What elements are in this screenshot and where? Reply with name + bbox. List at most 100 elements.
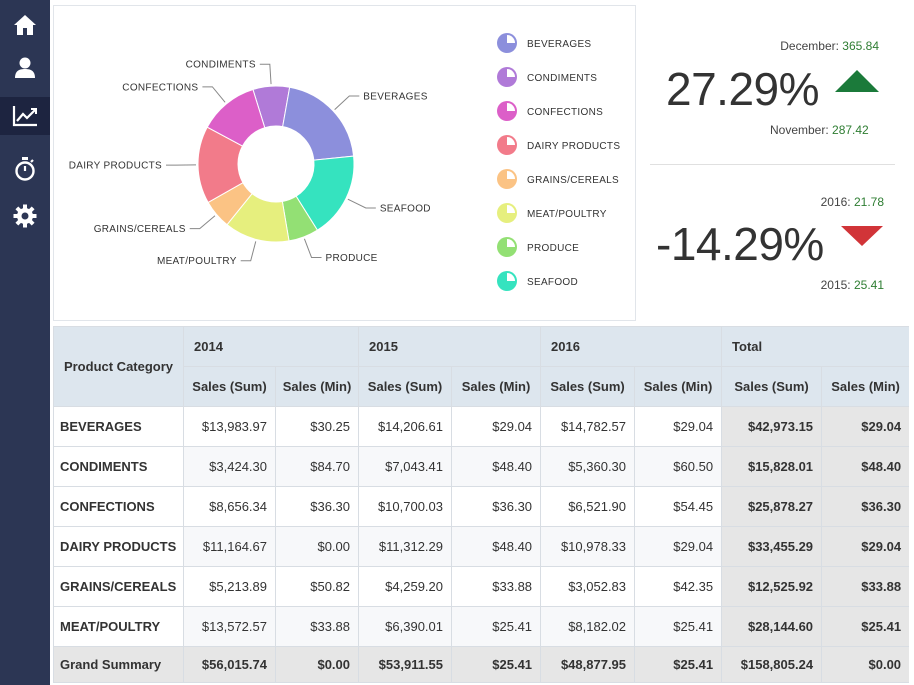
kpi-year-current-value: 21.78 bbox=[853, 195, 884, 209]
legend-item[interactable]: PRODUCE bbox=[497, 237, 579, 257]
pivot-grid: Product Category 2014 2015 2016 Total Sa… bbox=[53, 326, 909, 685]
legend-item[interactable]: SEAFOOD bbox=[497, 271, 578, 291]
total-cell[interactable]: $12,525.92 bbox=[721, 566, 823, 607]
total-cell[interactable]: $29.04 bbox=[821, 406, 909, 447]
total-cell[interactable]: $48.40 bbox=[821, 446, 909, 487]
cell[interactable]: $8,182.02 bbox=[540, 606, 636, 647]
legend-item[interactable]: GRAINS/CEREALS bbox=[497, 169, 619, 189]
cell[interactable]: $6,390.01 bbox=[358, 606, 453, 647]
row-header[interactable]: CONDIMENTS bbox=[53, 446, 184, 487]
cell[interactable]: $48.40 bbox=[451, 526, 542, 567]
total-cell[interactable]: $29.04 bbox=[821, 526, 909, 567]
cell[interactable]: $30.25 bbox=[274, 406, 360, 447]
cell[interactable]: $6,521.90 bbox=[540, 486, 636, 527]
grand-total-cell[interactable]: $158,805.24 bbox=[721, 646, 823, 683]
row-header[interactable]: GRAINS/CEREALS bbox=[53, 566, 184, 607]
nav-settings[interactable] bbox=[0, 197, 50, 235]
slice-label: SEAFOOD bbox=[380, 203, 431, 214]
cell[interactable]: $3,052.83 bbox=[540, 566, 636, 607]
nav-analytics[interactable] bbox=[0, 97, 50, 135]
cell[interactable]: $84.70 bbox=[274, 446, 360, 487]
grand-cell[interactable]: $48,877.95 bbox=[540, 646, 636, 683]
measure-header-min[interactable]: Sales (Min) bbox=[821, 366, 909, 407]
total-cell[interactable]: $33.88 bbox=[821, 566, 909, 607]
cell[interactable]: $25.41 bbox=[451, 606, 542, 647]
legend-item[interactable]: MEAT/POULTRY bbox=[497, 203, 607, 223]
column-header-year[interactable]: 2015 bbox=[358, 326, 542, 367]
row-header[interactable]: MEAT/POULTRY bbox=[53, 606, 184, 647]
total-cell[interactable]: $36.30 bbox=[821, 486, 909, 527]
cell[interactable]: $33.88 bbox=[451, 566, 542, 607]
column-header-year[interactable]: 2014 bbox=[182, 326, 360, 367]
cell[interactable]: $50.82 bbox=[274, 566, 360, 607]
total-cell[interactable]: $42,973.15 bbox=[721, 406, 823, 447]
measure-header-sum[interactable]: Sales (Sum) bbox=[721, 366, 823, 407]
measure-header-min[interactable]: Sales (Min) bbox=[634, 366, 723, 407]
legend-label: GRAINS/CEREALS bbox=[527, 175, 619, 186]
cell[interactable]: $54.45 bbox=[634, 486, 723, 527]
cell[interactable]: $36.30 bbox=[451, 486, 542, 527]
nav-user[interactable] bbox=[0, 49, 50, 87]
cell[interactable]: $13,572.57 bbox=[183, 606, 276, 647]
table-row: DAIRY PRODUCTS $11,164.67 $0.00 $11,312.… bbox=[53, 526, 909, 567]
pie-slice[interactable] bbox=[206, 88, 266, 147]
cell[interactable]: $0.00 bbox=[274, 526, 360, 567]
cell[interactable]: $8,656.34 bbox=[183, 486, 276, 527]
slice-label: GRAINS/CEREALS bbox=[94, 224, 186, 235]
legend-item[interactable]: CONFECTIONS bbox=[497, 101, 603, 121]
cell[interactable]: $14,206.61 bbox=[358, 406, 453, 447]
row-header[interactable]: CONFECTIONS bbox=[53, 486, 184, 527]
total-cell[interactable]: $25,878.27 bbox=[721, 486, 823, 527]
grand-cell[interactable]: $53,911.55 bbox=[358, 646, 453, 683]
cell[interactable]: $4,259.20 bbox=[358, 566, 453, 607]
cell[interactable]: $14,782.57 bbox=[540, 406, 636, 447]
column-header-year[interactable]: 2016 bbox=[540, 326, 723, 367]
grand-cell[interactable]: $0.00 bbox=[274, 646, 360, 683]
cell[interactable]: $36.30 bbox=[274, 486, 360, 527]
cell[interactable]: $60.50 bbox=[634, 446, 723, 487]
grand-cell[interactable]: $25.41 bbox=[634, 646, 723, 683]
cell[interactable]: $10,978.33 bbox=[540, 526, 636, 567]
cell[interactable]: $3,424.30 bbox=[183, 446, 276, 487]
grand-total-cell[interactable]: $0.00 bbox=[821, 646, 909, 683]
nav-timer[interactable] bbox=[0, 150, 50, 188]
cell[interactable]: $11,312.29 bbox=[358, 526, 453, 567]
legend-item[interactable]: BEVERAGES bbox=[497, 33, 591, 53]
total-cell[interactable]: $33,455.29 bbox=[721, 526, 823, 567]
measure-header-min[interactable]: Sales (Min) bbox=[451, 366, 542, 407]
pie-slice[interactable] bbox=[282, 86, 355, 161]
cell[interactable]: $25.41 bbox=[634, 606, 723, 647]
legend-item[interactable]: DAIRY PRODUCTS bbox=[497, 135, 620, 155]
total-cell[interactable]: $28,144.60 bbox=[721, 606, 823, 647]
total-cell[interactable]: $15,828.01 bbox=[721, 446, 823, 487]
cell[interactable]: $42.35 bbox=[634, 566, 723, 607]
table-row: CONDIMENTS $3,424.30 $84.70 $7,043.41 $4… bbox=[53, 446, 909, 487]
row-header[interactable]: DAIRY PRODUCTS bbox=[53, 526, 184, 567]
cell[interactable]: $29.04 bbox=[634, 406, 723, 447]
measure-header-sum[interactable]: Sales (Sum) bbox=[183, 366, 276, 407]
cell[interactable]: $5,360.30 bbox=[540, 446, 636, 487]
legend-label: CONFECTIONS bbox=[527, 107, 603, 118]
cell[interactable]: $29.04 bbox=[634, 526, 723, 567]
row-header[interactable]: Grand Summary bbox=[53, 646, 184, 683]
total-cell[interactable]: $25.41 bbox=[821, 606, 909, 647]
cell[interactable]: $11,164.67 bbox=[183, 526, 276, 567]
cell[interactable]: $7,043.41 bbox=[358, 446, 453, 487]
cell[interactable]: $29.04 bbox=[451, 406, 542, 447]
grand-cell[interactable]: $56,015.74 bbox=[183, 646, 276, 683]
cell[interactable]: $10,700.03 bbox=[358, 486, 453, 527]
grand-cell[interactable]: $25.41 bbox=[451, 646, 542, 683]
legend-item[interactable]: CONDIMENTS bbox=[497, 67, 597, 87]
cell[interactable]: $33.88 bbox=[274, 606, 360, 647]
cell[interactable]: $48.40 bbox=[451, 446, 542, 487]
row-field-header[interactable]: Product Category bbox=[53, 326, 184, 407]
cell[interactable]: $5,213.89 bbox=[183, 566, 276, 607]
nav-home[interactable] bbox=[0, 6, 50, 44]
legend-label: SEAFOOD bbox=[527, 277, 578, 288]
row-header[interactable]: BEVERAGES bbox=[53, 406, 184, 447]
cell[interactable]: $13,983.97 bbox=[183, 406, 276, 447]
measure-header-sum[interactable]: Sales (Sum) bbox=[358, 366, 453, 407]
measure-header-sum[interactable]: Sales (Sum) bbox=[540, 366, 636, 407]
column-header-total[interactable]: Total bbox=[721, 326, 909, 367]
measure-header-min[interactable]: Sales (Min) bbox=[274, 366, 360, 407]
